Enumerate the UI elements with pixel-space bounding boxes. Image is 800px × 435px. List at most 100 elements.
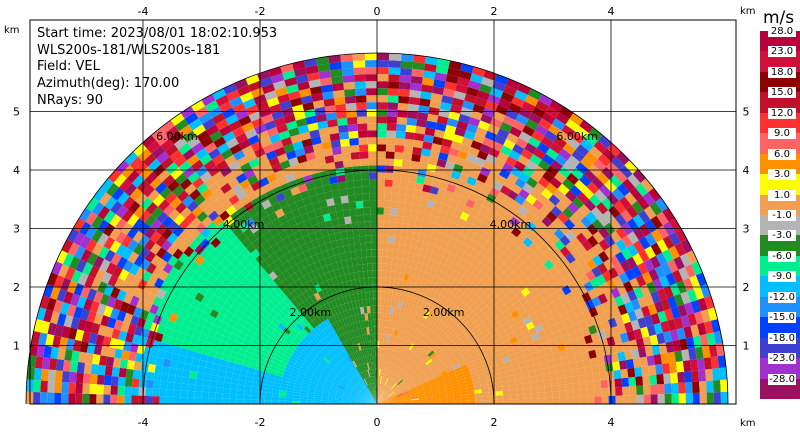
velocity-gate	[331, 384, 339, 389]
velocity-gate	[294, 147, 306, 157]
velocity-gate	[406, 380, 413, 386]
velocity-gate	[351, 315, 357, 323]
velocity-gate	[466, 386, 475, 392]
velocity-gate	[71, 269, 82, 283]
velocity-gate	[671, 382, 679, 394]
velocity-gate	[495, 358, 504, 365]
velocity-gate	[450, 346, 459, 353]
velocity-gate	[626, 330, 636, 342]
velocity-gate	[189, 261, 200, 272]
velocity-gate	[378, 361, 380, 369]
velocity-gate	[238, 374, 247, 381]
velocity-gate	[155, 235, 167, 248]
velocity-gate	[292, 140, 304, 151]
velocity-gate	[118, 330, 128, 342]
velocity-gate	[396, 393, 404, 397]
velocity-gate	[250, 395, 258, 400]
velocity-gate	[308, 331, 316, 339]
velocity-gate	[638, 236, 651, 250]
velocity-gate	[411, 398, 419, 401]
velocity-gate	[636, 394, 644, 404]
velocity-gate	[578, 319, 589, 330]
velocity-gate	[248, 157, 261, 169]
nrays-label: NRays: 90	[37, 93, 103, 108]
velocity-gate	[364, 53, 377, 61]
velocity-gate	[284, 351, 292, 358]
velocity-gate	[335, 396, 343, 400]
velocity-gate	[377, 397, 381, 404]
velocity-gate	[104, 249, 116, 263]
velocity-gate	[178, 124, 193, 138]
velocity-gate	[558, 384, 567, 392]
velocity-gate	[522, 165, 534, 177]
velocity-gate	[294, 383, 303, 388]
velocity-gate	[559, 390, 567, 398]
velocity-gate	[355, 366, 361, 374]
velocity-gate	[352, 390, 359, 395]
velocity-gate	[416, 277, 423, 286]
velocity-gate	[116, 256, 128, 269]
velocity-gate	[519, 324, 529, 334]
velocity-gate	[358, 382, 364, 389]
velocity-gate	[617, 351, 626, 362]
velocity-gate	[336, 392, 344, 396]
velocity-gate	[366, 362, 370, 370]
velocity-gate	[442, 273, 451, 283]
velocity-gate	[447, 330, 456, 339]
velocity-gate	[303, 273, 312, 283]
velocity-gate	[322, 337, 330, 345]
velocity-gate	[305, 115, 318, 125]
velocity-gate	[386, 388, 392, 394]
velocity-gate	[377, 397, 381, 404]
velocity-gate	[419, 98, 431, 107]
velocity-gate	[322, 388, 330, 393]
velocity-gate	[643, 293, 655, 306]
velocity-gate	[387, 109, 398, 117]
velocity-gate	[400, 323, 406, 332]
velocity-gate	[377, 123, 387, 131]
velocity-gate	[479, 205, 490, 216]
velocity-gate	[305, 181, 316, 191]
velocity-gate	[416, 175, 426, 185]
velocity-gate	[407, 103, 419, 112]
velocity-gate	[318, 282, 326, 291]
velocity-gate	[357, 394, 365, 399]
velocity-gate	[462, 351, 470, 358]
velocity-gate	[328, 374, 336, 380]
velocity-gate	[372, 362, 375, 370]
velocity-gate	[455, 281, 464, 291]
velocity-gate	[384, 186, 393, 194]
velocity-gate	[364, 285, 370, 293]
velocity-gate	[697, 297, 708, 312]
velocity-gate	[587, 247, 599, 259]
velocity-gate	[353, 337, 358, 345]
velocity-gate	[476, 262, 485, 272]
velocity-gate	[314, 395, 322, 399]
velocity-gate	[620, 292, 631, 305]
velocity-gate	[297, 312, 305, 321]
velocity-gate	[496, 207, 507, 218]
velocity-gate	[493, 157, 506, 169]
velocity-gate	[494, 134, 507, 146]
velocity-gate	[529, 312, 539, 322]
velocity-gate	[361, 256, 368, 265]
velocity-gate	[178, 308, 188, 319]
velocity-gate	[383, 396, 390, 401]
velocity-gate	[335, 395, 343, 398]
velocity-gate	[140, 362, 149, 372]
velocity-gate	[307, 313, 316, 321]
velocity-gate	[208, 386, 217, 393]
velocity-gate	[541, 305, 551, 315]
velocity-gate	[323, 328, 330, 336]
velocity-gate	[646, 355, 656, 366]
velocity-gate	[260, 160, 272, 171]
velocity-gate	[513, 368, 522, 375]
velocity-gate	[182, 148, 196, 161]
velocity-gate	[410, 344, 417, 352]
velocity-gate	[355, 250, 362, 258]
x-tick-label-top: 0	[374, 5, 381, 18]
velocity-gate	[425, 120, 437, 130]
velocity-gate	[312, 318, 320, 327]
velocity-gate	[374, 397, 377, 404]
velocity-gate	[346, 187, 355, 196]
